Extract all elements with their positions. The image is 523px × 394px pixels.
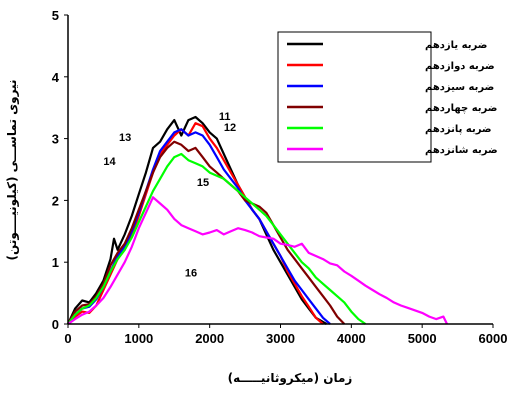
series-layer [67,115,448,325]
legend-entry: ضربه یازدهم [425,40,487,51]
y-tick-label: 1 [52,255,59,270]
annotation-label: 15 [197,177,209,189]
x-tick-label: 5000 [408,331,437,346]
legend-box [277,31,432,163]
x-tick-label: 2000 [195,331,224,346]
annotation-label: 14 [103,156,116,168]
legend-entry: ضربه شانزدهم [425,145,498,156]
annotation-label: 16 [185,267,197,279]
x-tick-label: 1000 [124,331,153,346]
y-tick-label: 3 [52,132,59,147]
x-tick-label: 3000 [266,331,295,346]
y-tick-label: 0 [52,317,59,332]
annotation-label: 11 [219,111,231,123]
legend-entry: ضربه دوازدهم [425,61,495,72]
x-axis-title: زمان (میکروثانیـــــه) [228,371,353,386]
series-line-6 [67,196,448,325]
x-tick-label: 0 [64,331,71,346]
annotation-label: 13 [119,132,131,144]
series-line-4 [67,140,346,325]
series-line-5 [67,152,367,325]
y-tick-label: 2 [52,193,59,208]
annotation-label: 12 [224,122,236,134]
series-line-1 [67,115,328,325]
x-tick-label: 4000 [337,331,366,346]
y-axis-title: نیروی تماســـی (کیلونیــــوتن) [5,80,20,261]
y-tick-label: 4 [52,70,60,85]
y-tick-label: 5 [52,8,59,23]
x-tick-label: 6000 [479,331,508,346]
legend-entry: ضربه سیزدهم [425,82,494,93]
legend-entry: ضربه پانزدهم [425,124,492,135]
legend-entry: ضربه چهاردهم [425,103,497,114]
legend: ضربه یازدهم ضربه دوازدهم ضربه سیزدهم ضربه چ… [277,31,498,163]
